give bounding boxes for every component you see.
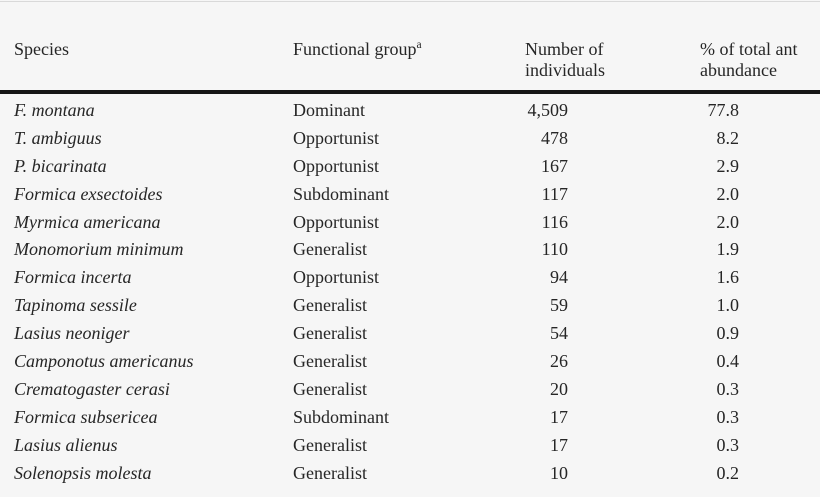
table-row: Camponotus americanus Generalist 26 0.4 bbox=[0, 348, 820, 376]
functional-group-value: Opportunist bbox=[293, 267, 380, 288]
abundance-percent: 1.0 bbox=[716, 295, 740, 316]
functional-group-value: Generalist bbox=[293, 323, 367, 344]
top-divider-line bbox=[0, 1, 820, 2]
species-name: Myrmica americana bbox=[14, 211, 161, 232]
functional-group-value: Generalist bbox=[293, 378, 367, 399]
table-row: Formica exsectoides Subdominant 117 2.0 bbox=[0, 181, 820, 209]
functional-group-label: Functional group bbox=[293, 39, 417, 59]
table-row: Myrmica americana Opportunist 116 2.0 bbox=[0, 209, 820, 237]
table-header: Species Functional groupa Number of indi… bbox=[0, 39, 820, 89]
abundance-percent: 1.6 bbox=[716, 267, 740, 288]
species-name: Formica subsericea bbox=[14, 406, 158, 427]
functional-group-value: Opportunist bbox=[293, 211, 380, 232]
column-header-label: Functional groupa bbox=[293, 39, 422, 60]
table-row: Tapinoma sessile Generalist 59 1.0 bbox=[0, 292, 820, 320]
individuals-count: 116 bbox=[541, 211, 568, 232]
table-row: F. montana Dominant 4,509 77.8 bbox=[0, 97, 820, 125]
column-header-percent-abundance: % of total ant abundance bbox=[700, 39, 797, 80]
functional-group-value: Generalist bbox=[293, 434, 367, 455]
individuals-count: 167 bbox=[541, 155, 568, 176]
individuals-count: 17 bbox=[550, 434, 568, 455]
functional-group-value: Opportunist bbox=[293, 127, 380, 148]
column-header-label-line2: individuals bbox=[525, 59, 605, 80]
species-name: Lasius neoniger bbox=[14, 323, 130, 344]
table-body: F. montana Dominant 4,509 77.8 T. ambigu… bbox=[0, 97, 820, 487]
column-header-label-line1: % of total ant bbox=[700, 39, 798, 59]
individuals-count: 26 bbox=[550, 351, 568, 372]
species-name: Monomorium minimum bbox=[14, 239, 184, 260]
species-name: Crematogaster cerasi bbox=[14, 378, 170, 399]
table-row: Lasius neoniger Generalist 54 0.9 bbox=[0, 320, 820, 348]
functional-group-value: Subdominant bbox=[293, 406, 390, 427]
individuals-count: 4,509 bbox=[527, 100, 569, 120]
abundance-percent: 2.0 bbox=[716, 183, 740, 204]
functional-group-value: Generalist bbox=[293, 462, 367, 483]
species-name: Formica exsectoides bbox=[14, 183, 163, 204]
species-name: Lasius alienus bbox=[14, 434, 118, 455]
individuals-count: 110 bbox=[541, 239, 568, 260]
individuals-count: 54 bbox=[550, 323, 568, 344]
functional-group-value: Dominant bbox=[293, 100, 365, 120]
table-row: Formica incerta Opportunist 94 1.6 bbox=[0, 264, 820, 292]
column-header-number-of-individuals: Number of individuals bbox=[525, 39, 605, 80]
individuals-count: 59 bbox=[550, 295, 568, 316]
species-name: Tapinoma sessile bbox=[14, 295, 137, 316]
abundance-percent: 0.3 bbox=[716, 378, 740, 399]
individuals-count: 478 bbox=[541, 127, 568, 148]
table-row: T. ambiguus Opportunist 478 8.2 bbox=[0, 125, 820, 153]
functional-group-value: Opportunist bbox=[293, 155, 380, 176]
abundance-percent: 0.4 bbox=[716, 351, 740, 372]
abundance-percent: 1.9 bbox=[716, 239, 740, 260]
abundance-percent: 2.9 bbox=[716, 155, 740, 176]
species-name: Solenopsis molesta bbox=[14, 462, 152, 483]
species-name: Formica incerta bbox=[14, 267, 132, 288]
table-row: Solenopsis molesta Generalist 10 0.2 bbox=[0, 460, 820, 488]
abundance-percent: 0.3 bbox=[716, 434, 740, 455]
functional-group-value: Generalist bbox=[293, 351, 367, 372]
species-name: F. montana bbox=[14, 100, 95, 120]
abundance-percent: 2.0 bbox=[716, 211, 740, 232]
footnote-marker: a bbox=[416, 39, 422, 51]
species-name: T. ambiguus bbox=[14, 127, 102, 148]
column-header-species: Species bbox=[14, 39, 69, 60]
species-name: P. bicarinata bbox=[14, 155, 107, 176]
individuals-count: 10 bbox=[550, 462, 568, 483]
column-header-label-line2: abundance bbox=[700, 59, 777, 80]
functional-group-value: Generalist bbox=[293, 239, 367, 260]
abundance-percent: 77.8 bbox=[707, 100, 740, 120]
table-row: P. bicarinata Opportunist 167 2.9 bbox=[0, 153, 820, 181]
table-row: Lasius alienus Generalist 17 0.3 bbox=[0, 432, 820, 460]
column-header-functional-group: Functional groupa bbox=[293, 39, 422, 60]
functional-group-value: Generalist bbox=[293, 295, 367, 316]
table-row: Crematogaster cerasi Generalist 20 0.3 bbox=[0, 376, 820, 404]
individuals-count: 20 bbox=[550, 378, 568, 399]
individuals-count: 117 bbox=[541, 183, 568, 204]
abundance-percent: 8.2 bbox=[716, 127, 740, 148]
functional-group-value: Subdominant bbox=[293, 183, 390, 204]
abundance-percent: 0.2 bbox=[716, 462, 740, 483]
individuals-count: 94 bbox=[550, 267, 568, 288]
column-header-label-line1: Number of bbox=[525, 39, 604, 59]
table-row: Formica subsericea Subdominant 17 0.3 bbox=[0, 404, 820, 432]
abundance-percent: 0.9 bbox=[716, 323, 740, 344]
species-name: Camponotus americanus bbox=[14, 351, 194, 372]
column-header-label: Species bbox=[14, 39, 69, 59]
individuals-count: 17 bbox=[550, 406, 568, 427]
table-row: Monomorium minimum Generalist 110 1.9 bbox=[0, 236, 820, 264]
header-rule-line bbox=[0, 90, 820, 94]
abundance-percent: 0.3 bbox=[716, 406, 740, 427]
